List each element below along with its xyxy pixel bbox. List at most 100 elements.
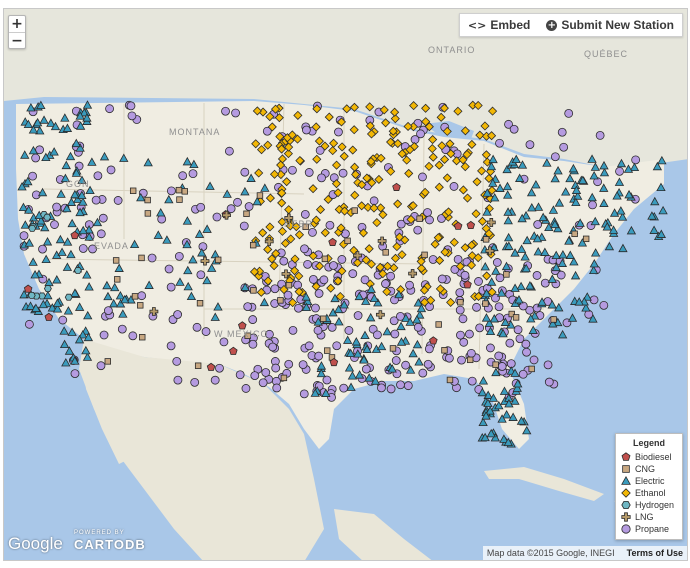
electric-station-marker[interactable] (574, 297, 584, 306)
electric-station-marker[interactable] (205, 181, 215, 190)
propane-station-marker[interactable] (369, 196, 379, 206)
electric-station-marker[interactable] (414, 357, 424, 366)
propane-station-marker[interactable] (96, 361, 106, 371)
propane-station-marker[interactable] (390, 329, 400, 339)
electric-station-marker[interactable] (49, 147, 59, 156)
ethanol-station-marker[interactable] (480, 121, 490, 131)
electric-station-marker[interactable] (488, 393, 499, 402)
ethanol-station-marker[interactable] (308, 184, 318, 194)
electric-station-marker[interactable] (612, 191, 622, 200)
electric-station-marker[interactable] (588, 314, 598, 323)
electric-station-marker[interactable] (570, 270, 581, 280)
cng-station-marker[interactable] (249, 241, 257, 249)
electric-station-marker[interactable] (31, 303, 41, 312)
ethanol-station-marker[interactable] (439, 154, 450, 165)
pentagon-icon-shape[interactable] (621, 452, 631, 461)
propane-station-marker[interactable] (455, 305, 465, 315)
ethanol-station-marker[interactable] (381, 118, 391, 128)
propane-station-marker[interactable] (210, 375, 220, 385)
electric-station-marker[interactable] (115, 299, 126, 308)
ethanol-station-marker[interactable] (388, 126, 398, 136)
hydrogen-station-marker[interactable] (27, 291, 36, 299)
propane-station-marker[interactable] (166, 186, 176, 196)
electric-station-marker[interactable] (504, 241, 514, 250)
cng-station-marker[interactable] (320, 315, 327, 322)
propane-station-marker[interactable] (106, 165, 116, 175)
electric-station-marker[interactable] (517, 213, 527, 223)
electric-station-marker[interactable] (624, 189, 634, 199)
propane-station-marker[interactable] (386, 271, 396, 281)
electric-station-marker[interactable] (85, 185, 95, 195)
electric-station-marker[interactable] (533, 202, 544, 211)
cng-station-marker[interactable] (285, 281, 293, 289)
ethanol-station-marker[interactable] (477, 216, 488, 226)
propane-station-marker[interactable] (467, 376, 477, 386)
electric-station-marker[interactable] (92, 217, 103, 227)
propane-station-marker[interactable] (313, 325, 323, 335)
electric-station-marker[interactable] (532, 233, 543, 243)
cng-station-marker[interactable] (508, 310, 515, 318)
electric-station-marker[interactable] (62, 123, 73, 132)
ethanol-station-marker[interactable] (277, 198, 287, 208)
biodiesel-station-marker[interactable] (466, 220, 476, 230)
ethanol-station-marker[interactable] (416, 256, 426, 266)
electric-station-marker[interactable] (301, 302, 312, 312)
ethanol-station-marker[interactable] (311, 215, 321, 225)
ethanol-station-marker[interactable] (361, 255, 371, 265)
electric-station-marker[interactable] (65, 151, 76, 161)
electric-station-marker[interactable] (573, 191, 583, 200)
electric-station-marker[interactable] (67, 327, 77, 336)
propane-station-marker[interactable] (423, 359, 433, 369)
electric-station-marker[interactable] (488, 178, 498, 187)
ethanol-station-marker[interactable] (265, 112, 275, 122)
biodiesel-station-marker[interactable] (429, 336, 438, 345)
electric-station-marker[interactable] (550, 219, 560, 229)
ethanol-station-marker[interactable] (332, 160, 342, 170)
ethanol-station-marker[interactable] (455, 261, 465, 271)
electric-station-marker[interactable] (32, 117, 43, 127)
propane-station-marker[interactable] (544, 377, 554, 387)
electric-station-marker[interactable] (351, 337, 362, 346)
electric-station-marker[interactable] (43, 290, 53, 300)
propane-station-marker[interactable] (319, 275, 329, 285)
propane-station-marker[interactable] (188, 169, 198, 179)
electric-station-marker[interactable] (553, 223, 563, 233)
ethanol-station-marker[interactable] (434, 160, 444, 170)
electric-station-marker[interactable] (360, 330, 370, 340)
electric-station-marker[interactable] (551, 262, 561, 272)
electric-station-marker[interactable] (56, 189, 66, 198)
ethanol-station-marker[interactable] (404, 168, 414, 178)
ethanol-station-marker[interactable] (275, 132, 285, 142)
electric-station-marker[interactable] (602, 222, 612, 231)
electric-station-marker[interactable] (480, 261, 490, 271)
electric-station-marker[interactable] (590, 248, 601, 257)
electric-station-marker[interactable] (516, 244, 527, 253)
ethanol-station-marker[interactable] (286, 234, 296, 244)
electric-station-marker[interactable] (62, 237, 73, 246)
propane-station-marker[interactable] (494, 302, 504, 312)
electric-station-marker[interactable] (252, 196, 262, 206)
electric-station-marker[interactable] (486, 428, 496, 438)
cng-station-marker[interactable] (321, 255, 329, 263)
electric-station-marker[interactable] (74, 334, 85, 344)
propane-station-marker[interactable] (28, 171, 38, 181)
cng-station-marker[interactable] (194, 362, 202, 369)
electric-station-marker[interactable] (71, 138, 81, 148)
electric-station-marker[interactable] (186, 291, 197, 301)
electric-station-marker[interactable] (182, 239, 192, 249)
ethanol-station-marker[interactable] (473, 100, 483, 111)
electric-station-marker[interactable] (321, 388, 331, 397)
electric-station-marker[interactable] (416, 303, 427, 313)
propane-station-marker[interactable] (525, 140, 535, 150)
ethanol-station-marker[interactable] (403, 121, 413, 132)
electric-station-marker[interactable] (347, 371, 358, 380)
electric-station-marker[interactable] (114, 263, 124, 272)
ethanol-station-marker[interactable] (365, 102, 375, 112)
electric-station-marker[interactable] (501, 409, 512, 419)
electric-station-marker[interactable] (36, 100, 46, 110)
propane-station-marker[interactable] (91, 195, 101, 205)
cng-station-marker[interactable] (457, 299, 464, 306)
propane-station-marker[interactable] (304, 341, 314, 351)
electric-station-marker[interactable] (316, 368, 327, 378)
ethanol-station-marker[interactable] (379, 105, 389, 115)
